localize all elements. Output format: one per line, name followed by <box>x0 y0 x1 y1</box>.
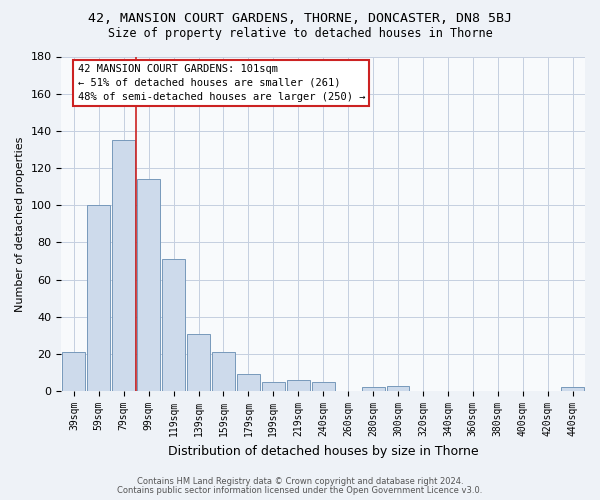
Bar <box>262 382 285 391</box>
Bar <box>62 352 85 391</box>
Bar <box>187 334 210 391</box>
Bar <box>287 380 310 391</box>
Bar <box>237 374 260 391</box>
Bar <box>88 206 110 391</box>
Text: Contains public sector information licensed under the Open Government Licence v3: Contains public sector information licen… <box>118 486 482 495</box>
Text: 42, MANSION COURT GARDENS, THORNE, DONCASTER, DN8 5BJ: 42, MANSION COURT GARDENS, THORNE, DONCA… <box>88 12 512 26</box>
Bar <box>312 382 335 391</box>
Bar <box>362 388 385 391</box>
Bar <box>112 140 135 391</box>
Text: Contains HM Land Registry data © Crown copyright and database right 2024.: Contains HM Land Registry data © Crown c… <box>137 477 463 486</box>
Bar <box>212 352 235 391</box>
Bar <box>386 386 409 391</box>
Bar <box>137 179 160 391</box>
Text: Size of property relative to detached houses in Thorne: Size of property relative to detached ho… <box>107 28 493 40</box>
Bar <box>162 259 185 391</box>
Bar <box>561 388 584 391</box>
Text: 42 MANSION COURT GARDENS: 101sqm
← 51% of detached houses are smaller (261)
48% : 42 MANSION COURT GARDENS: 101sqm ← 51% o… <box>77 64 365 102</box>
Y-axis label: Number of detached properties: Number of detached properties <box>15 136 25 312</box>
X-axis label: Distribution of detached houses by size in Thorne: Distribution of detached houses by size … <box>168 444 479 458</box>
